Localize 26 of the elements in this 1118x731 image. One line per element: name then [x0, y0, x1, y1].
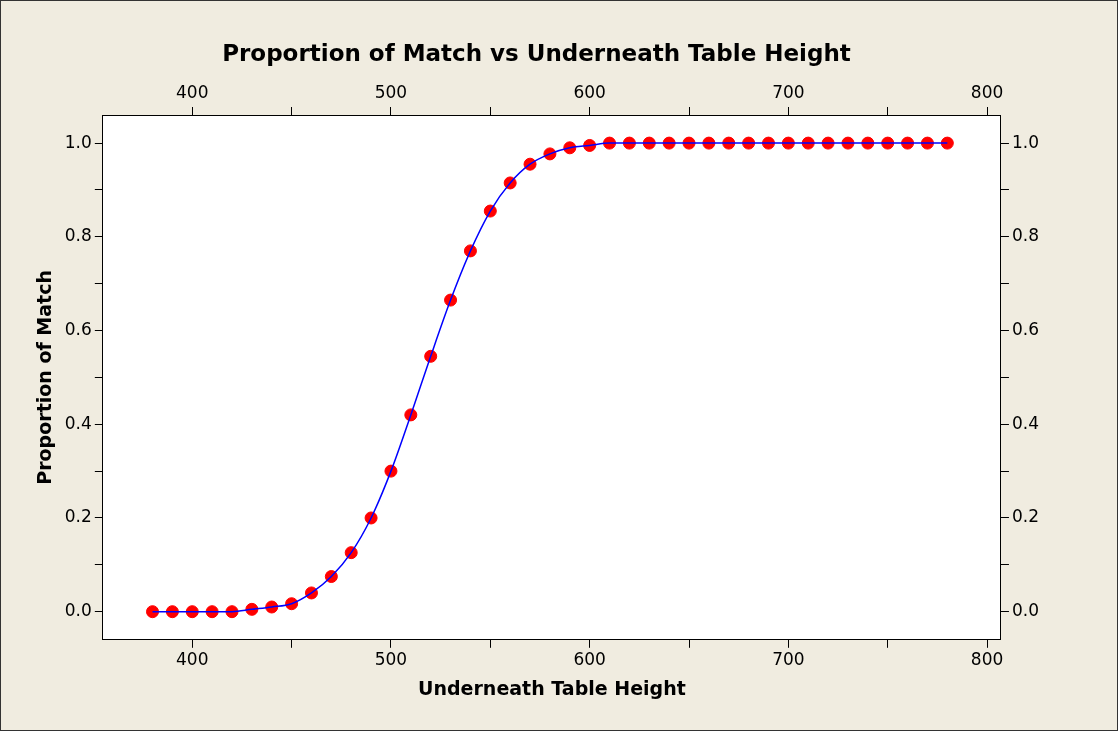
x-axis-title: Underneath Table Height — [418, 676, 686, 699]
y-tick-label: 0.0 — [64, 600, 92, 621]
x-tick-label: 800 — [970, 649, 1004, 670]
x-tick-label: 600 — [573, 649, 606, 670]
x2-tick-label: 700 — [772, 82, 805, 103]
chart-title: Proportion of Match vs Underneath Table Height — [222, 39, 851, 66]
y-tick-label: 0.4 — [64, 412, 92, 433]
y-tick-label: 0.8 — [64, 225, 92, 246]
y-tick-label: 0.6 — [64, 318, 92, 339]
y2-tick-label: 0.8 — [1011, 225, 1040, 246]
y2-tick-label: 1.0 — [1011, 131, 1040, 152]
y-axis-title: Proportion of Match — [33, 270, 56, 485]
y2-tick-label: 0.4 — [1011, 412, 1040, 433]
y2-tick-label: 0.6 — [1011, 318, 1040, 339]
y2-tick-label: 0.2 — [1011, 506, 1040, 527]
y2-tick-label: 0.0 — [1011, 600, 1040, 621]
x2-tick-label: 800 — [970, 82, 1004, 103]
y-tick-label: 0.2 — [64, 506, 92, 527]
point — [146, 605, 160, 619]
x2-tick-label: 600 — [573, 82, 606, 103]
x-tick-label: 500 — [374, 649, 408, 670]
x2-tick-label: 400 — [176, 82, 209, 103]
x2-tick-label: 500 — [374, 82, 408, 103]
x-tick-label: 400 — [176, 649, 209, 670]
x-tick-label: 700 — [772, 649, 805, 670]
y-tick-label: 1.0 — [64, 131, 92, 152]
